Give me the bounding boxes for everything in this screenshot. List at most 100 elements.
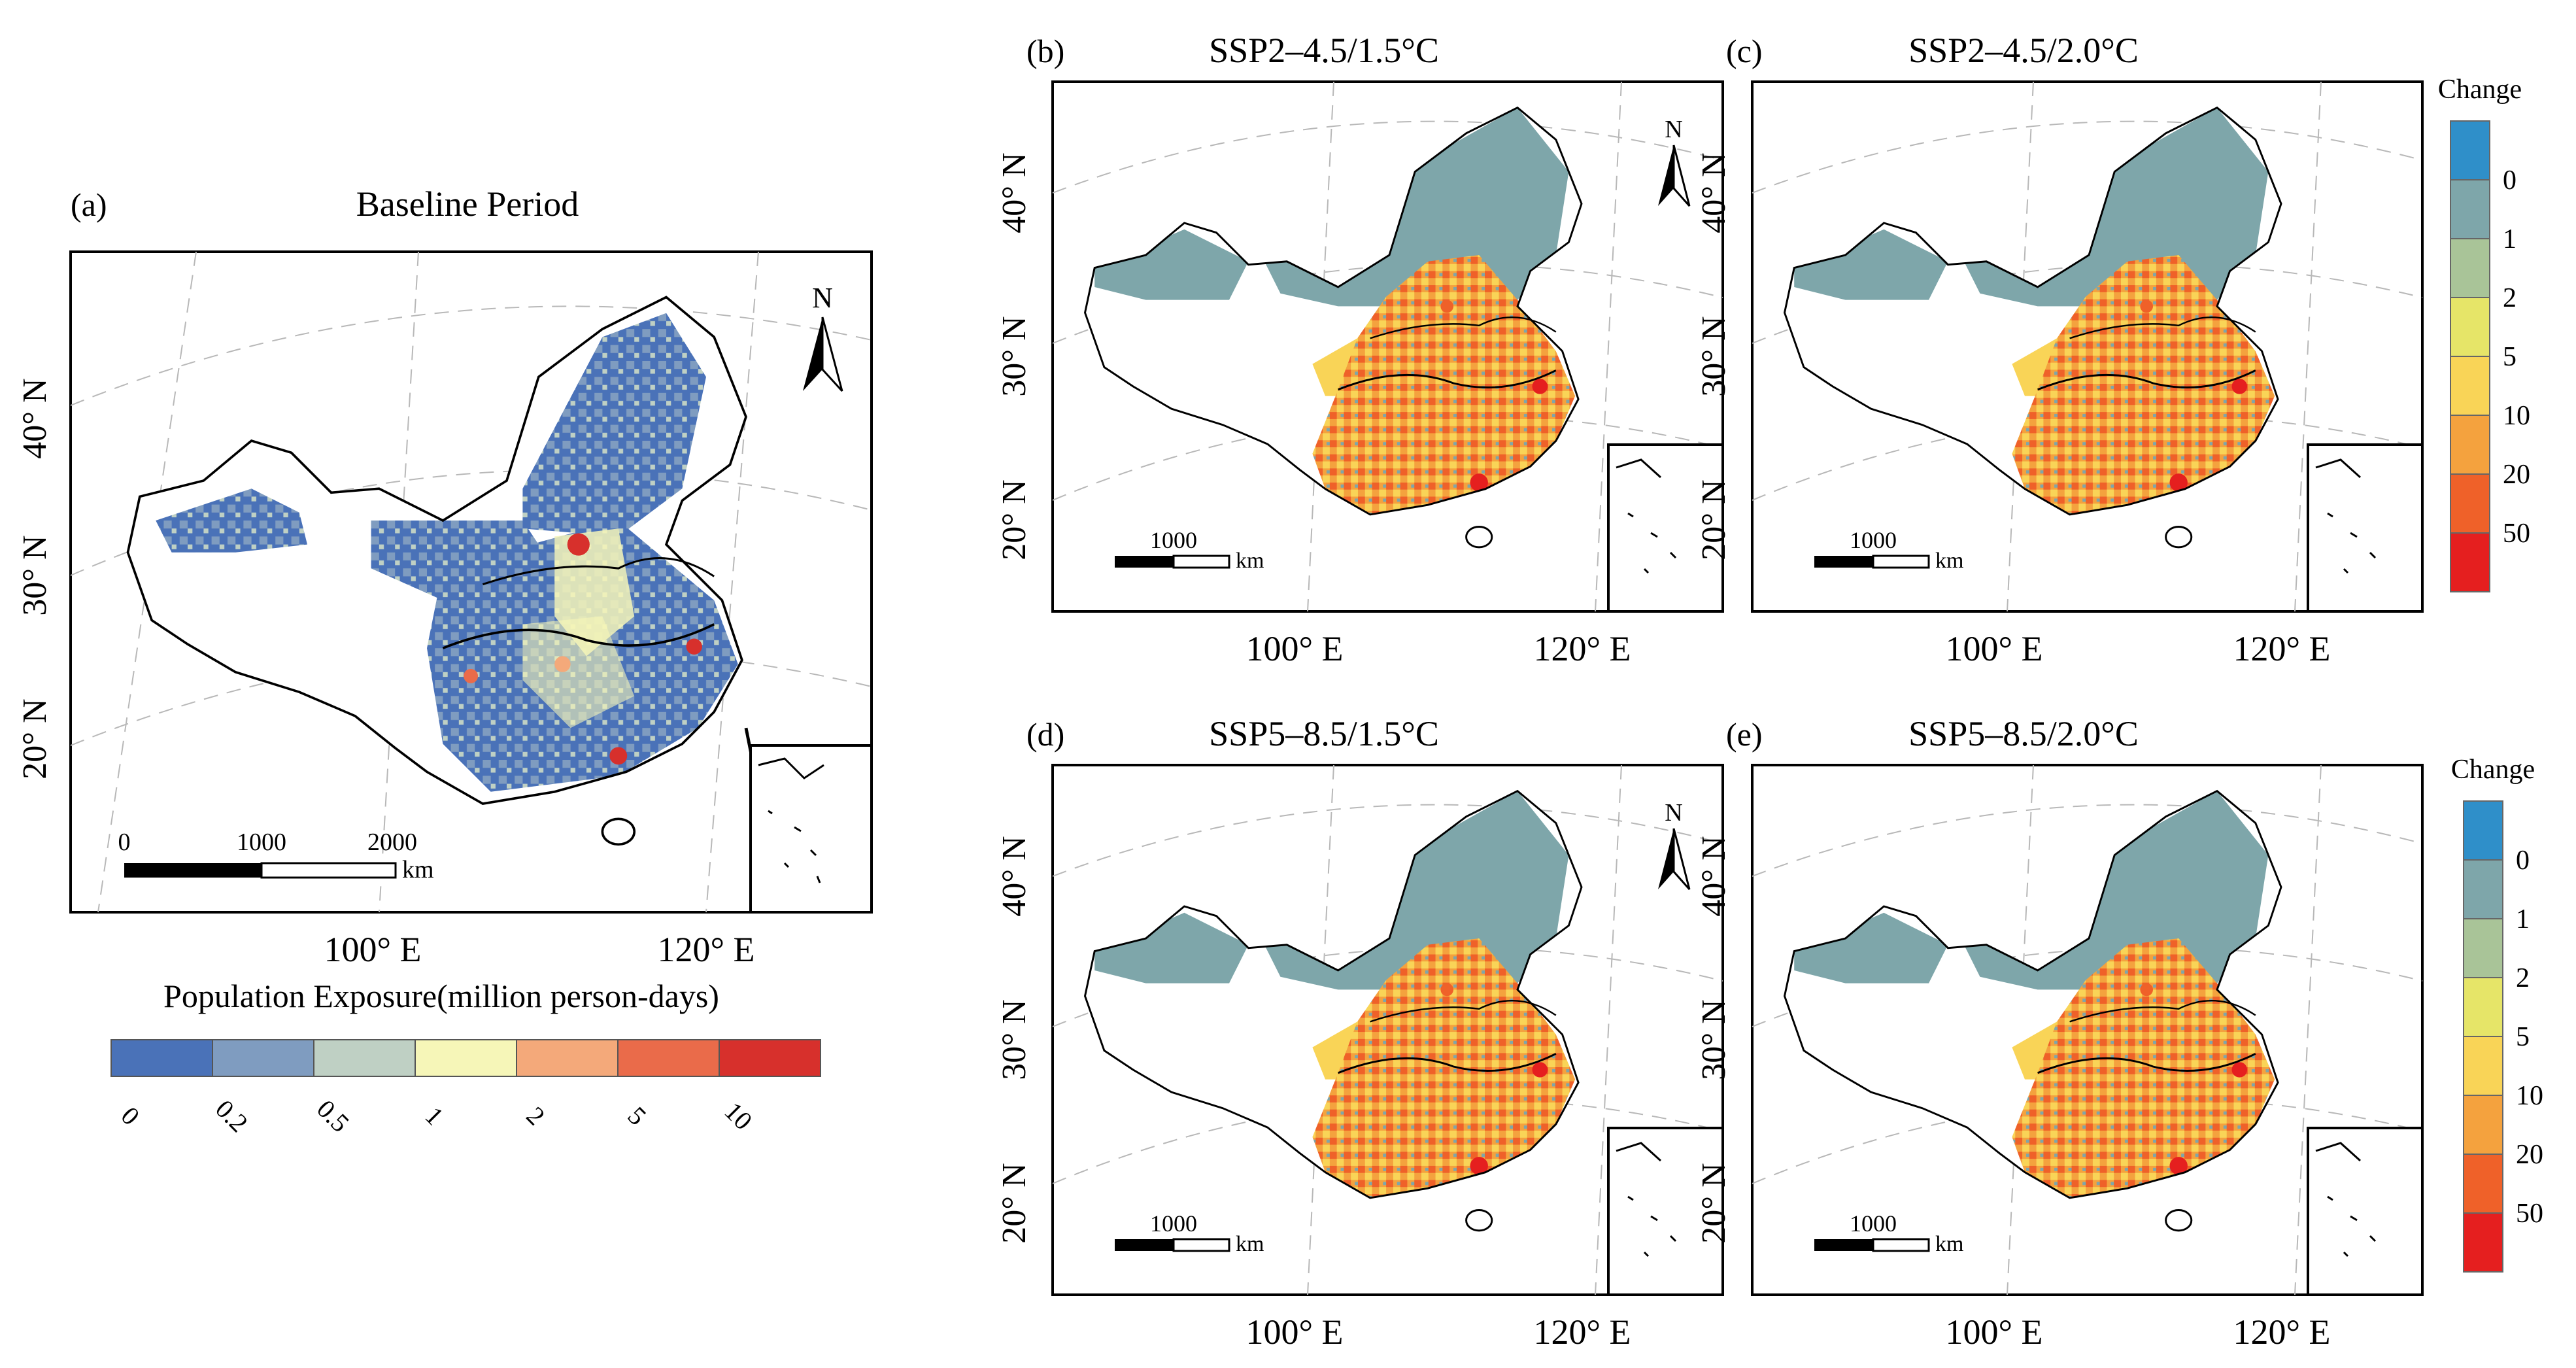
lon-label: 120° E [657, 930, 754, 969]
svg-text:N: N [812, 282, 833, 314]
legend-tick-label: 50 [2503, 519, 2530, 549]
north-arrow: N [1658, 116, 1691, 207]
legend-swatch [2450, 532, 2490, 592]
legend-tick-label: 2 [2503, 283, 2517, 313]
legend-swatch [2463, 977, 2503, 1037]
china-map [1783, 106, 2282, 549]
legend-tick-label: 10 [719, 1096, 758, 1135]
north-arrow: N [803, 282, 843, 392]
baseline-legend-title: Population Exposure(million person-days) [163, 978, 719, 1014]
panel-c: (c) SSP2–4.5/2.0°C 1000 km 40° N 30° N 20° N 10… [1695, 31, 2424, 668]
china-map [126, 296, 754, 846]
lon-label: 120° E [1533, 629, 1631, 668]
svg-text:1000: 1000 [1850, 1210, 1897, 1237]
svg-text:km: km [402, 856, 434, 883]
legend-tick-label: 0.2 [210, 1094, 254, 1138]
panel-label: (a) [71, 186, 107, 223]
svg-text:km: km [1935, 549, 1963, 573]
china-map [1083, 106, 1583, 549]
lat-label: 40° N [996, 152, 1033, 233]
svg-text:km: km [1236, 549, 1264, 573]
legend-swatch [617, 1039, 720, 1077]
lat-label: 30° N [996, 316, 1033, 396]
lat-label: 30° N [996, 999, 1033, 1080]
south-china-sea-inset [1607, 1127, 1724, 1296]
legend-tick-label: 0 [2503, 165, 2517, 196]
panel-title: SSP5–8.5/1.5°C [1209, 714, 1439, 753]
legend-tick-label: 10 [2516, 1081, 2543, 1111]
legend-swatch [2450, 356, 2490, 416]
lat-label: 40° N [996, 836, 1033, 916]
legend-swatch [719, 1039, 821, 1077]
north-arrow: N [1658, 799, 1691, 890]
scale-bar: 1000 km [1115, 1210, 1264, 1256]
legend-tick-label: 20 [2516, 1140, 2543, 1170]
legend-swatch [2463, 800, 2503, 861]
legend-tick-label: 50 [2516, 1199, 2543, 1229]
legend-tick-label: 2 [521, 1101, 551, 1131]
panel-e: (e) SSP5–8.5/2.0°C 1000 km 40° N 30° N 20° N 10… [1695, 714, 2424, 1352]
svg-text:1000: 1000 [1850, 527, 1897, 553]
legend-swatch [2463, 1212, 2503, 1273]
legend-title: Change [2451, 755, 2535, 785]
legend-tick-label: 0 [116, 1101, 146, 1131]
legend-swatch [2450, 297, 2490, 357]
panel-title: SSP2–4.5/1.5°C [1209, 31, 1439, 70]
south-china-sea-inset [749, 744, 873, 914]
legend-swatch [110, 1039, 213, 1077]
panel-title: SSP5–8.5/2.0°C [1908, 714, 2139, 753]
panel-title: SSP2–4.5/2.0°C [1908, 31, 2139, 70]
lon-label: 100° E [1246, 1312, 1343, 1352]
legend-swatch [2463, 1095, 2503, 1155]
legend-tick-label: 5 [622, 1101, 652, 1131]
legend-tick-label: 5 [2503, 342, 2517, 372]
legend-tick-label: 2 [2516, 963, 2530, 993]
change-legend: Change 0 1 2 5 10 20 50 [2451, 755, 2543, 1273]
svg-text:1000: 1000 [237, 829, 286, 856]
lon-label: 120° E [2233, 1312, 2330, 1352]
change-panels: (b) SSP2–4.5/1.5°C N 1000 km 40° N 30° N 20° N 1… [996, 31, 2424, 1352]
panel-title: Baseline Period [356, 184, 579, 224]
panel-label: (d) [1026, 716, 1064, 753]
legend-tick-label: 1 [420, 1101, 450, 1131]
legend-swatch [2463, 1036, 2503, 1096]
lon-label: 100° E [1945, 629, 2042, 668]
lon-label: 120° E [1533, 1312, 1631, 1352]
legend-swatch [2450, 473, 2490, 534]
scale-bar: 0 1000 2000 km [118, 829, 434, 883]
legend-tick-label: 1 [2503, 224, 2517, 254]
legend-tick-label: 10 [2503, 401, 2530, 431]
legend-tick-label: 20 [2503, 460, 2530, 490]
lat-label: 30° N [1695, 999, 1733, 1080]
panel-d: (d) SSP5–8.5/1.5°C N 1000 km 40° N 30° N 20° N 1… [996, 714, 1724, 1352]
legend-tick-label: 0 [2516, 846, 2530, 876]
svg-text:0: 0 [118, 829, 131, 856]
svg-text:N: N [1665, 799, 1682, 827]
lon-label: 100° E [324, 930, 421, 969]
svg-text:N: N [1665, 116, 1682, 143]
legend-swatch [2450, 238, 2490, 298]
scale-bar: 1000 km [1115, 527, 1264, 573]
south-china-sea-inset [1607, 443, 1724, 613]
lat-label: 20° N [996, 1163, 1033, 1243]
legend-swatch [415, 1039, 517, 1077]
change-legends: Change 0 1 2 5 10 20 50 Change 0 1 2 5 10 20 50 [2438, 75, 2543, 1273]
south-china-sea-inset [2307, 443, 2424, 613]
lon-label: 100° E [1945, 1312, 2042, 1352]
legend-swatch [2463, 1154, 2503, 1214]
legend-tick-label: 0.5 [311, 1094, 355, 1138]
svg-text:2000: 2000 [367, 829, 417, 856]
lat-label: 20° N [996, 479, 1033, 560]
panel-label: (b) [1026, 33, 1064, 69]
legend-swatch [2450, 415, 2490, 475]
panel-label: (c) [1726, 33, 1763, 69]
change-legend: Change 0 1 2 5 10 20 50 [2438, 75, 2530, 592]
south-china-sea-inset [2307, 1127, 2424, 1296]
legend-swatch [2463, 859, 2503, 919]
lat-label: 20° N [1695, 479, 1733, 560]
scale-bar: 1000 km [1814, 527, 1963, 573]
legend-tick-label: 5 [2516, 1022, 2530, 1052]
lon-label: 120° E [2233, 629, 2330, 668]
exposure-raster [156, 313, 738, 792]
svg-text:1000: 1000 [1150, 527, 1197, 553]
